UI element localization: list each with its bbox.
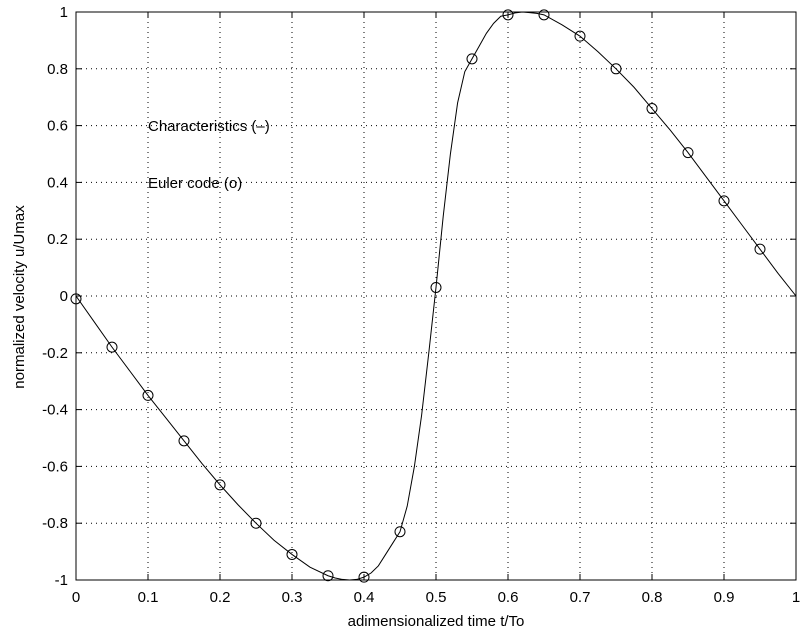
euler-code-point	[142, 389, 154, 401]
x-tick-label: 0.1	[138, 589, 159, 606]
y-axis-label: normalized velocity u/Umax	[11, 205, 28, 389]
characteristics-line	[75, 11, 797, 581]
y-tick-label: -0.4	[42, 402, 68, 419]
x-tick-label: 0.6	[498, 589, 519, 606]
euler-code-point	[682, 147, 694, 159]
x-tick-label: 0.5	[426, 589, 447, 606]
euler-code-point	[574, 30, 586, 42]
y-tick-label: 0.6	[47, 118, 68, 135]
euler-code-point	[178, 435, 190, 447]
x-tick-label: 0.3	[282, 589, 303, 606]
annotation-characteristics: Characteristics (–)	[148, 118, 270, 135]
y-tick-label: -0.2	[42, 345, 68, 362]
euler-code-point	[466, 53, 478, 65]
euler-code-point	[538, 9, 550, 21]
y-tick-label: -0.8	[42, 515, 68, 532]
euler-code-point	[430, 281, 442, 293]
x-tick-label: 1	[792, 589, 800, 606]
euler-code-point	[502, 9, 514, 21]
euler-code-point	[70, 293, 82, 305]
euler-code-point	[322, 570, 334, 582]
y-tick-label: 0.8	[47, 61, 68, 78]
y-tick-label: 0.4	[47, 174, 68, 191]
euler-code-point	[358, 571, 370, 583]
x-tick-label: 0.8	[642, 589, 663, 606]
axis-ticks	[75, 11, 797, 581]
euler-code-markers	[70, 9, 766, 583]
y-tick-label: -1	[55, 572, 68, 589]
euler-code-point	[394, 526, 406, 538]
euler-code-point	[610, 63, 622, 75]
euler-code-point	[286, 548, 298, 560]
y-tick-label: -0.6	[42, 458, 68, 475]
euler-code-point	[250, 517, 262, 529]
euler-code-point	[106, 341, 118, 353]
grid-lines	[76, 12, 796, 580]
x-tick-label: 0.4	[354, 589, 375, 606]
annotation-euler-code: Euler code (o)	[148, 175, 242, 192]
x-tick-labels: 0 0.1 0.2 0.3 0.4 0.5 0.6 0.7 0.8 0.9 1	[72, 589, 800, 606]
y-tick-label: 0	[60, 288, 68, 305]
x-tick-label: 0.7	[570, 589, 591, 606]
euler-code-point	[754, 243, 766, 255]
x-axis-label: adimensionalized time t/To	[348, 613, 525, 630]
euler-code-point	[214, 479, 226, 491]
x-tick-label: 0	[72, 589, 80, 606]
x-tick-label: 0.2	[210, 589, 231, 606]
euler-code-point	[646, 103, 658, 115]
x-tick-label: 0.9	[714, 589, 735, 606]
y-tick-labels: -1 -0.8 -0.6 -0.4 -0.2 0 0.2 0.4 0.6 0.8 1	[42, 4, 68, 589]
euler-code-point	[718, 195, 730, 207]
y-tick-label: 1	[60, 4, 68, 21]
y-tick-label: 0.2	[47, 231, 68, 248]
